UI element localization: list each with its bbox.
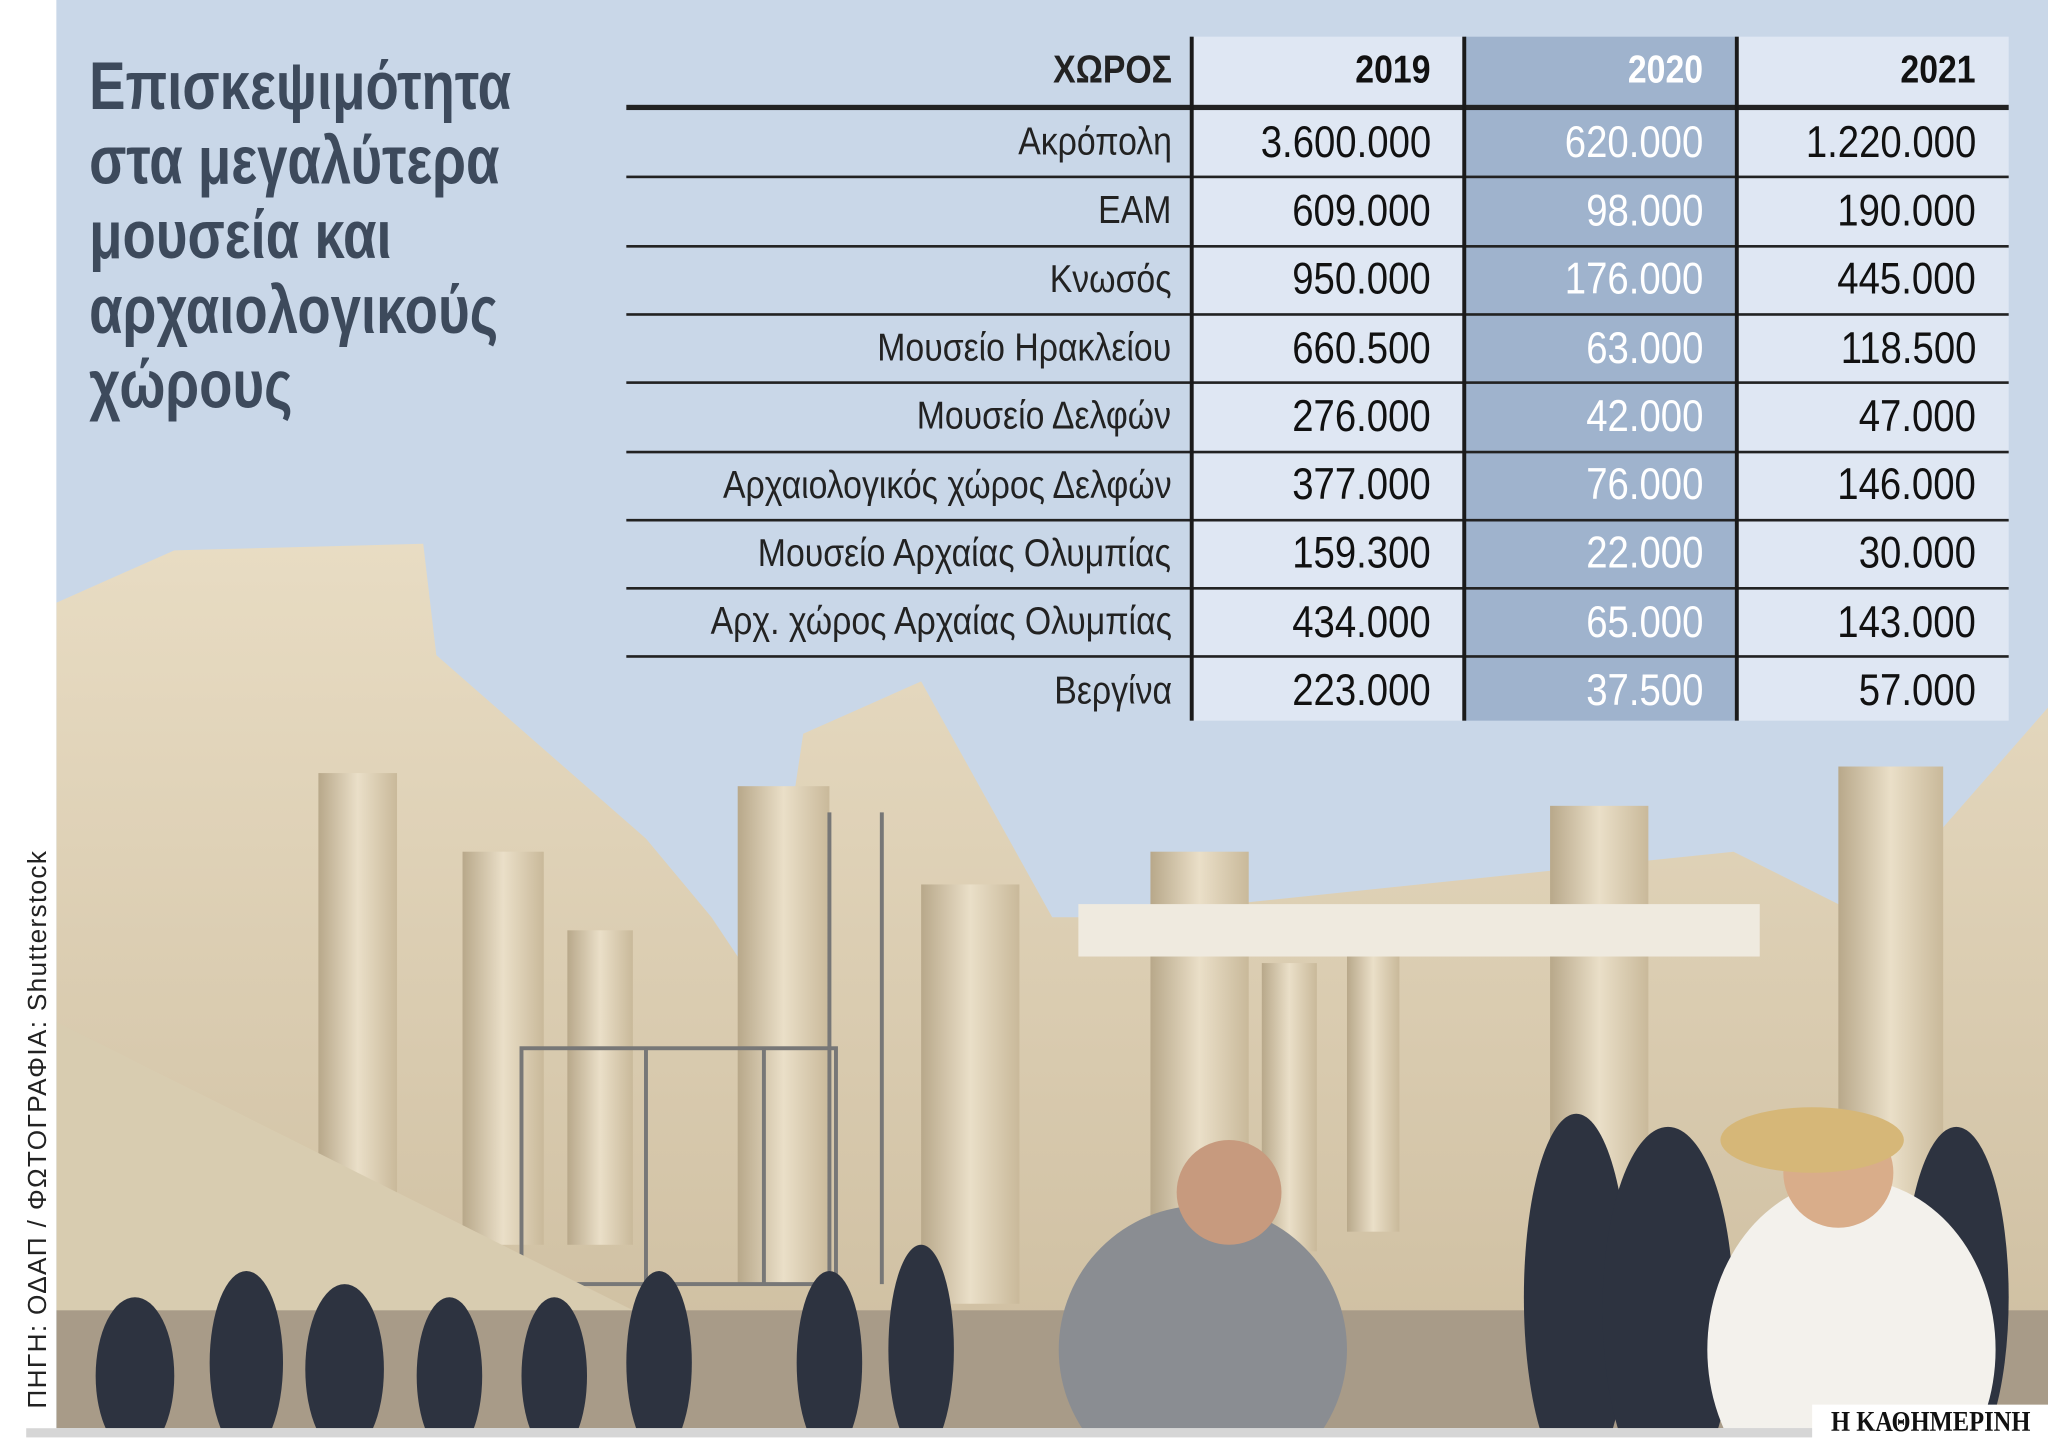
table-row: Μουσείο Δελφών 276.000 42.000 47.000: [626, 383, 2008, 452]
column-divider: [1462, 36, 1467, 721]
title-line: στα μεγαλύτερα: [89, 123, 500, 200]
header-divider: [626, 104, 2009, 111]
value-2020: 37.500: [1586, 665, 1704, 716]
site-cell: Ακρόπολη: [1017, 120, 1172, 164]
column-divider: [1734, 36, 1739, 721]
table-row: Βεργίνα 223.000 37.500 57.000: [626, 657, 2008, 726]
newspaper-logo: Η ΚΑΘΗΜΕΡΙΝΗ: [1812, 1404, 2048, 1439]
row-divider: [626, 244, 2009, 248]
value-2019: 223.000: [1292, 665, 1431, 716]
bottom-bar: [26, 1428, 2048, 1438]
row-divider: [626, 175, 2009, 179]
row-divider: [626, 450, 2009, 453]
value-2020: 63.000: [1586, 323, 1704, 373]
table-header: ΧΩΡΟΣ 2019 2020 2021: [626, 37, 2008, 105]
value-2020: 65.000: [1586, 597, 1704, 647]
title-line: αρχαιολογικούς: [89, 272, 499, 349]
value-2019: 377.000: [1292, 460, 1431, 510]
site-cell: Μουσείο Αρχαίας Ολυμπίας: [758, 531, 1172, 576]
value-2021: 30.000: [1858, 528, 1976, 579]
value-2019: 660.500: [1292, 323, 1431, 373]
table-row: Αρχ. χώρος Αρχαίας Ολυμπίας 434.000 65.000…: [626, 588, 2008, 657]
value-2020: 22.000: [1586, 528, 1704, 579]
site-cell: Μουσείο Ηρακλείου: [877, 326, 1172, 370]
title-line: Επισκεψιμότητα: [89, 48, 512, 125]
title-line: μουσεία και: [89, 197, 392, 274]
column-divider: [1189, 36, 1194, 721]
value-2021: 57.000: [1858, 665, 1976, 716]
value-2021: 146.000: [1837, 460, 1976, 510]
value-2021: 445.000: [1837, 254, 1976, 305]
table-row: Αρχαιολογικός χώρος Δελφών 377.000 76.000 1…: [626, 451, 2008, 520]
value-2021: 143.000: [1837, 597, 1976, 647]
table-row: Κνωσός 950.000 176.000 445.000: [626, 246, 2008, 315]
table-row: Ακρόπολη 3.600.000 620.000 1.220.000: [626, 109, 2008, 178]
site-cell: Μουσείο Δελφών: [917, 394, 1172, 439]
site-cell: Βεργίνα: [1053, 668, 1172, 713]
row-divider: [626, 381, 2009, 385]
row-divider: [626, 313, 2009, 316]
value-2021: 190.000: [1837, 185, 1976, 236]
site-cell: Αρχ. χώρος Αρχαίας Ολυμπίας: [710, 600, 1172, 644]
column-2019-bg: [1192, 36, 1463, 721]
value-2021: 1.220.000: [1805, 117, 1976, 168]
table-row: Μουσείο Αρχαίας Ολυμπίας 159.300 22.000 30.…: [626, 520, 2008, 589]
value-2019: 950.000: [1292, 254, 1431, 305]
value-2020: 42.000: [1586, 391, 1704, 442]
header-2020: 2020: [1628, 48, 1704, 92]
column-2021-bg: [1737, 36, 2009, 721]
row-divider: [626, 587, 2009, 590]
value-2020: 76.000: [1586, 460, 1704, 510]
table-row: ΕΑΜ 609.000 98.000 190.000: [626, 177, 2008, 246]
column-2020-bg: [1464, 36, 1735, 721]
title-line: χώρους: [89, 347, 293, 424]
table-row: Μουσείο Ηρακλείου 660.500 63.000 118.500: [626, 314, 2008, 383]
value-2020: 620.000: [1564, 117, 1704, 168]
site-cell: Αρχαιολογικός χώρος Δελφών: [722, 463, 1172, 507]
value-2019: 276.000: [1292, 391, 1431, 442]
header-site: ΧΩΡΟΣ: [1052, 48, 1172, 92]
value-2019: 3.600.000: [1260, 117, 1431, 168]
value-2019: 434.000: [1292, 597, 1431, 647]
value-2021: 47.000: [1858, 391, 1976, 442]
infographic-title: Επισκεψιμότητα στα μεγαλύτερα μουσεία κα…: [89, 48, 655, 424]
header-2021: 2021: [1900, 48, 1976, 92]
row-divider: [626, 518, 2009, 522]
value-2021: 118.500: [1840, 323, 1976, 373]
row-divider: [626, 655, 2009, 659]
site-cell: ΕΑΜ: [1098, 189, 1172, 233]
value-2020: 98.000: [1586, 185, 1704, 236]
value-2019: 609.000: [1292, 185, 1431, 236]
site-cell: Κνωσός: [1049, 257, 1172, 302]
value-2019: 159.300: [1292, 528, 1431, 579]
source-credit: ΠΗΓΗ: ΟΔΑΠ / ΦΩΤΟΓΡΑΦΙΑ: Shutterstock: [23, 849, 53, 1409]
value-2020: 176.000: [1564, 254, 1704, 305]
acropolis-photo: [56, 543, 2048, 1429]
header-2019: 2019: [1355, 48, 1431, 92]
